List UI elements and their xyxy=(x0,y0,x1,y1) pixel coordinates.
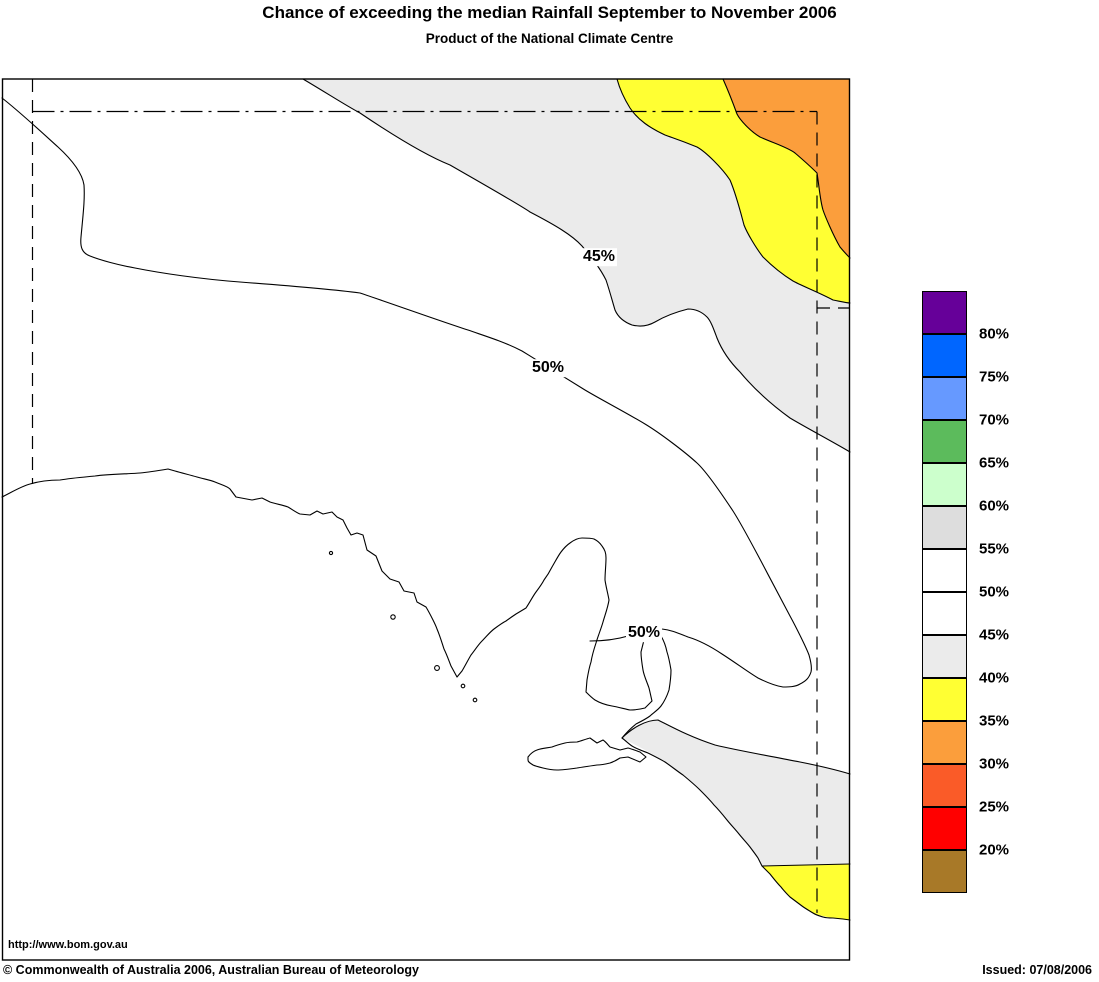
legend-label: 50% xyxy=(979,583,1010,601)
region-40-45-southeast xyxy=(622,720,850,866)
legend-label: 30% xyxy=(979,755,1010,773)
island-dot xyxy=(390,614,396,620)
legend-label: 40% xyxy=(979,669,1010,687)
contour-50 xyxy=(1,97,812,688)
legend-swatch xyxy=(922,463,967,506)
legend-swatch xyxy=(922,506,967,549)
island-dot xyxy=(328,550,334,556)
coastline-mainland xyxy=(1,468,851,921)
legend-swatch xyxy=(922,764,967,807)
island-dot xyxy=(434,665,440,671)
legend-label: 20% xyxy=(979,841,1010,859)
legend-label: 70% xyxy=(979,411,1010,429)
contour-value-label: 50% xyxy=(529,359,567,377)
page-subtitle: Product of the National Climate Centre xyxy=(425,31,674,46)
issued-date-text: Issued: 07/08/2006 xyxy=(982,963,1092,977)
legend-label: 65% xyxy=(979,454,1010,472)
island-dot xyxy=(460,683,466,689)
contour-value-label: 45% xyxy=(580,248,618,266)
legend-label: 60% xyxy=(979,497,1010,515)
legend-swatch xyxy=(922,721,967,764)
legend-swatch xyxy=(922,850,967,893)
copyright-text: © Commonwealth of Australia 2006, Austra… xyxy=(3,963,419,977)
legend-label: 75% xyxy=(979,368,1010,386)
legend-swatch xyxy=(922,291,967,334)
contour-value-label: 50% xyxy=(625,624,663,642)
contour-45-southeast xyxy=(621,719,851,775)
bom-url-label: http://www.bom.gov.au xyxy=(8,939,128,951)
legend-swatch xyxy=(922,635,967,678)
legend-swatch xyxy=(922,592,967,635)
legend-swatch xyxy=(922,420,967,463)
legend-label: 25% xyxy=(979,798,1010,816)
legend-label: 45% xyxy=(979,626,1010,644)
contour-45 xyxy=(302,78,851,453)
region-35-40-southeast xyxy=(762,864,850,920)
legend-label: 80% xyxy=(979,325,1010,343)
legend-swatch xyxy=(922,549,967,592)
island-dot xyxy=(472,697,478,703)
page-title: Chance of exceeding the median Rainfall … xyxy=(262,3,837,22)
legend-label: 55% xyxy=(979,540,1010,558)
contour-40-southeast xyxy=(761,863,851,867)
region-40-45-north xyxy=(303,79,850,452)
coastline-kangaroo-island xyxy=(527,737,647,771)
legend-label: 35% xyxy=(979,712,1010,730)
legend-swatch xyxy=(922,678,967,721)
legend-swatch xyxy=(922,377,967,420)
region-30-35-north xyxy=(723,79,850,258)
map-border xyxy=(1,78,851,961)
legend-swatch xyxy=(922,807,967,850)
legend: 80% 75% 70% 65% 60% 55% 50% 45% 40% 35% 30% 25% 20% xyxy=(922,291,1052,901)
contour-35 xyxy=(722,78,851,259)
contour-40 xyxy=(616,78,851,304)
legend-swatch xyxy=(922,334,967,377)
